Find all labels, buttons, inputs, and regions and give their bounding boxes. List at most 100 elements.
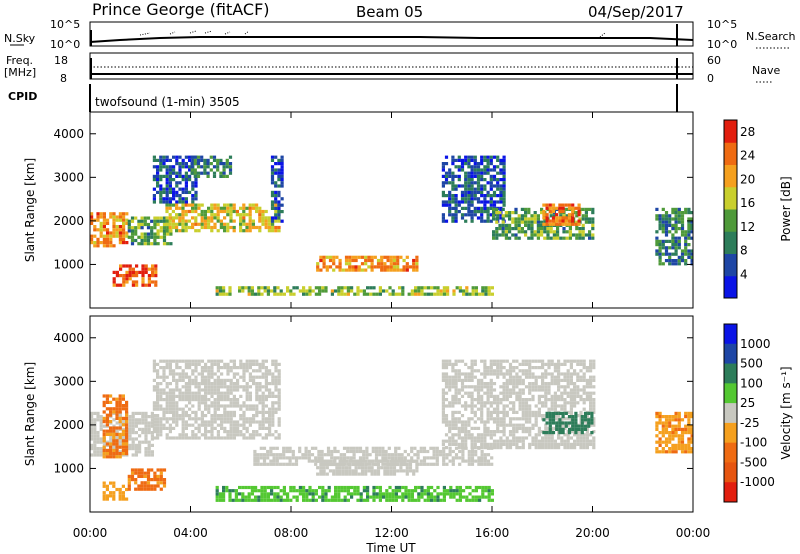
colorbar-segment <box>724 209 737 232</box>
y-tick-label: 1000 <box>53 257 84 271</box>
colorbar-tick-label: 100 <box>740 376 763 390</box>
scatter-region-5 <box>190 155 233 178</box>
time-axis-labels: 00:00 04:00 08:00 12:00 16:00 20:00 00:00 <box>73 526 711 540</box>
scatter-region-5 <box>253 446 494 466</box>
colorbar-title: Power [dB] <box>779 176 793 241</box>
y-tick-label: 1000 <box>53 461 84 475</box>
power-colorbar: 4 8 12 16 20 24 28 Power [dB] <box>723 119 793 299</box>
y-tick-label: 3000 <box>53 170 84 184</box>
y-tick-label: 2000 <box>53 214 84 228</box>
scatter-region-12 <box>655 207 693 266</box>
x-tick-label: 12:00 <box>374 526 409 540</box>
scatter-region-10 <box>655 411 693 454</box>
station-title: Prince George (fitACF) <box>92 0 270 19</box>
scatter-region-4 <box>165 203 281 233</box>
colorbar-segment <box>724 422 737 444</box>
freq-tick-top: 18 <box>54 54 68 67</box>
colorbar-segment <box>724 482 737 503</box>
colorbar-segment <box>724 186 737 210</box>
nave-tick-bottom: 0 <box>707 72 714 85</box>
colorbar-tick-label: 12 <box>740 220 755 234</box>
velocity-colorbar: 1000 500 100 25 -25 -100 -500 -1000 Velocity [m … <box>723 323 793 503</box>
nave-tick-top: 60 <box>707 54 721 67</box>
scatter-region-0 <box>90 212 129 248</box>
nsky-panel <box>89 21 694 47</box>
scatter-region-6 <box>316 459 419 476</box>
nsky-trace <box>89 36 694 43</box>
y-axis-title: Slant Range [km] <box>23 362 37 466</box>
scatter-region-1 <box>102 394 129 459</box>
colorbar-segment <box>724 442 737 463</box>
scatter-region-8 <box>441 359 596 450</box>
scatter-region-1 <box>112 264 158 287</box>
colorbar-segment <box>724 324 737 345</box>
scatter-region-9 <box>441 155 506 223</box>
scatter-region-7 <box>215 485 494 502</box>
colorbar-tick-label: 28 <box>740 125 755 139</box>
colorbar-segment <box>724 275 737 299</box>
scatter-region-8 <box>215 286 494 296</box>
data-layer <box>90 359 693 502</box>
y-tick-label: 3000 <box>53 374 84 388</box>
x-tick-label: 00:00 <box>73 526 108 540</box>
colorbar-frame <box>723 119 738 299</box>
colorbar-tick-label: 8 <box>740 244 748 258</box>
colorbar-tick-label: 16 <box>740 196 755 210</box>
colorbar-tick-label: 20 <box>740 172 755 186</box>
colorbar-tick-label: -100 <box>740 436 767 450</box>
colorbar-tick-label: 1000 <box>740 337 771 351</box>
colorbar-segment <box>724 462 737 483</box>
colorbar-segment <box>724 164 737 188</box>
scatter-region-4 <box>152 359 281 440</box>
nsky-tick-top: 10^5 <box>50 18 80 31</box>
colorbar-segment <box>724 120 737 143</box>
colorbar-segment <box>724 231 737 254</box>
scatter-region-11 <box>542 203 581 226</box>
nsearch-trace <box>139 30 606 38</box>
colorbar-segment <box>724 253 737 277</box>
colorbar-segment <box>724 343 737 365</box>
y-tick-label: 4000 <box>53 127 84 141</box>
nsky-tick-bottom: 10^0 <box>50 38 80 51</box>
x-axis-title: Time UT <box>365 541 416 554</box>
y-axis-title: Slant Range [km] <box>23 158 37 262</box>
beam-title: Beam 05 <box>356 3 423 21</box>
colorbar-tick-label: -500 <box>740 455 767 469</box>
colorbar-segment <box>724 383 737 404</box>
colorbar-tick-label: -1000 <box>740 475 775 489</box>
date-title: 04/Sep/2017 <box>588 3 684 21</box>
scatter-region-9 <box>542 411 594 435</box>
y-tick-label: 4000 <box>53 331 84 345</box>
colorbar-tick-label: -25 <box>740 416 760 430</box>
freq-label-1: Freq. <box>6 54 33 67</box>
x-tick-label: 04:00 <box>173 526 208 540</box>
scatter-region-2 <box>127 216 173 246</box>
scatter-region-6 <box>270 155 284 223</box>
power-chart: 1000 2000 3000 4000 Slant Range [km] 4 8 12 16 20… <box>23 111 793 309</box>
colorbar-tick-label: 24 <box>740 149 755 163</box>
scatter-region-7 <box>316 255 419 272</box>
colorbar-segment <box>724 403 737 424</box>
colorbar-tick-label: 4 <box>740 267 748 281</box>
x-tick-label: 16:00 <box>475 526 510 540</box>
colorbar-segment <box>724 363 737 384</box>
nsearch-label: N.Search <box>746 30 796 43</box>
freq-tick-bottom: 8 <box>60 72 67 85</box>
colorbar-segment <box>724 142 737 165</box>
nave-label: Nave <box>752 64 780 77</box>
data-layer <box>90 155 693 296</box>
scatter-region-3 <box>152 155 198 204</box>
freq-panel <box>89 52 694 80</box>
freq-label-2: [MHz] <box>4 66 36 79</box>
cpid-label: CPID <box>8 90 37 103</box>
scatter-region-3 <box>127 468 167 491</box>
colorbar-tick-label: 500 <box>740 357 763 371</box>
colorbar-frame <box>723 323 738 503</box>
scatter-region-2 <box>102 481 129 501</box>
cpid-text: twofsound (1-min) 3505 <box>95 95 240 109</box>
nsky-label: N.Sky <box>4 32 36 45</box>
x-tick-label: 00:00 <box>676 526 711 540</box>
x-tick-label: 20:00 <box>575 526 610 540</box>
